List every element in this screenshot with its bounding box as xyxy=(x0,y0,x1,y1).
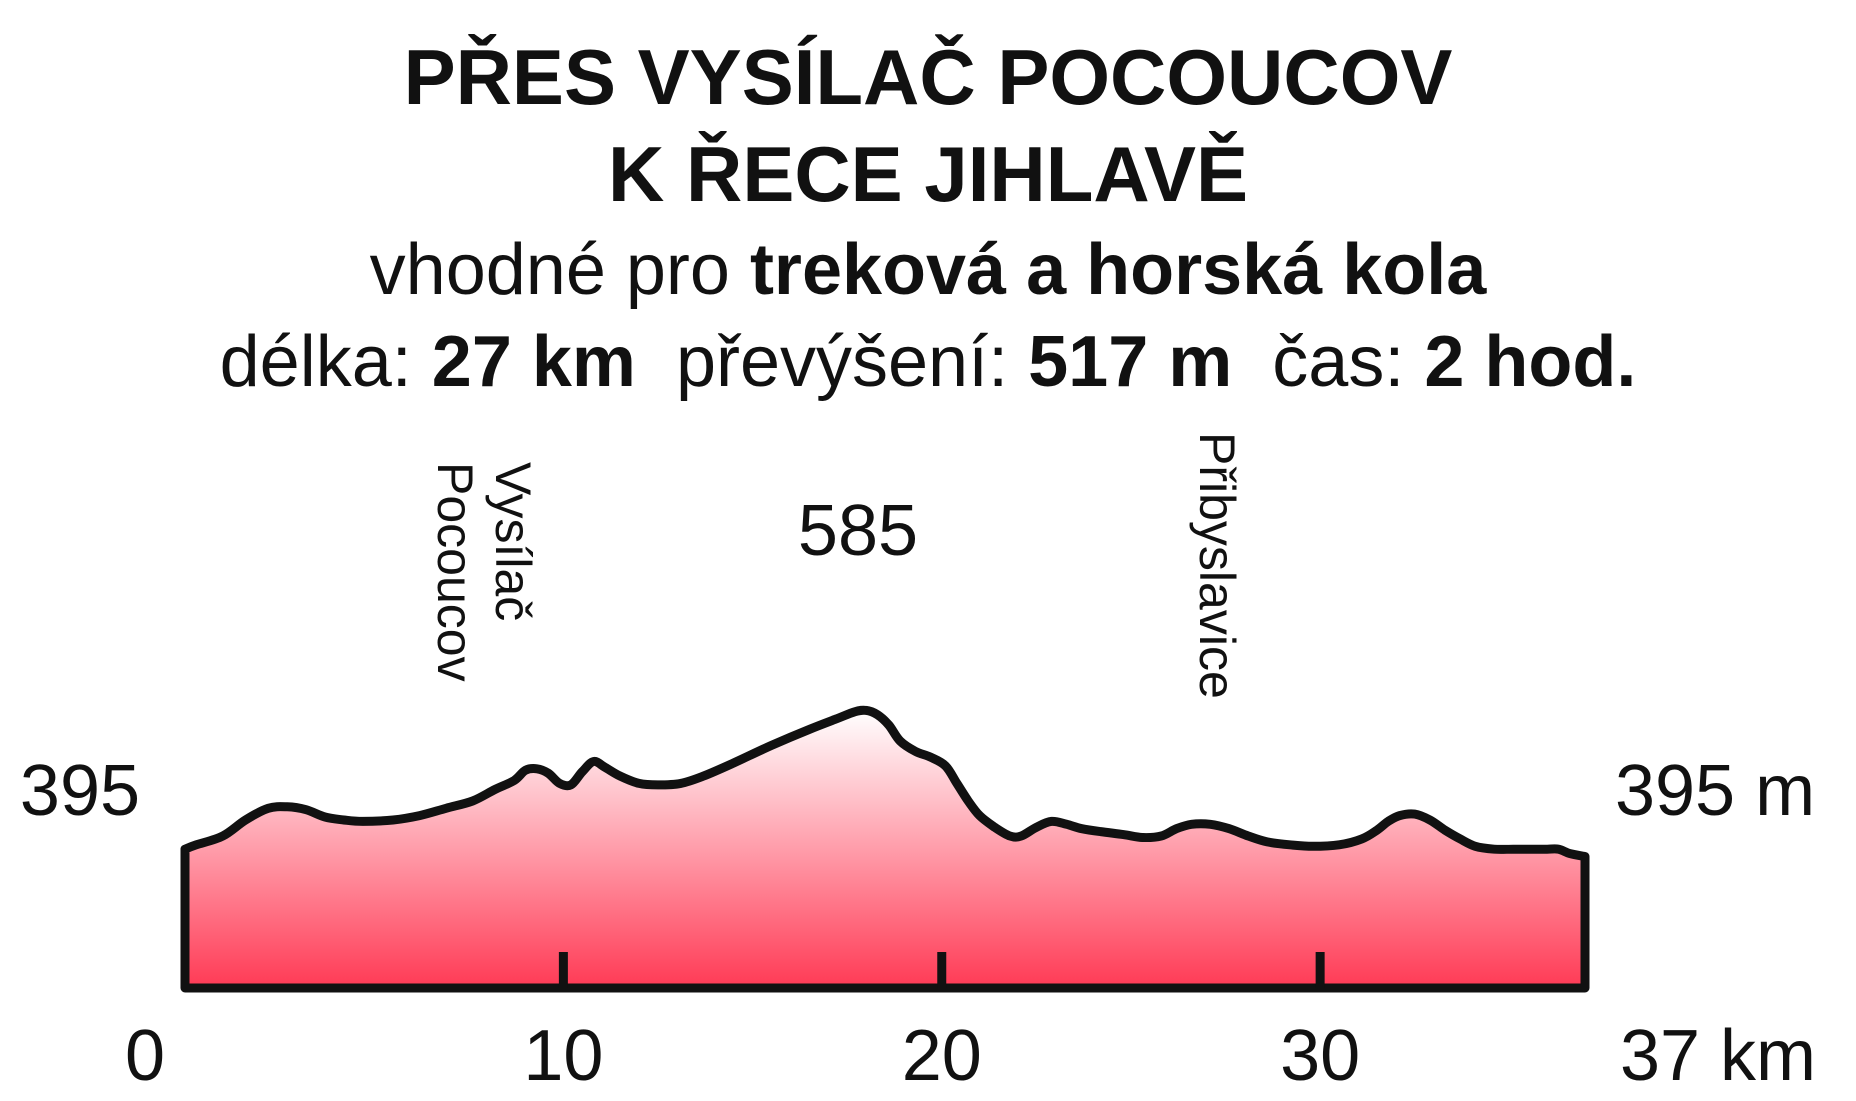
place-label-line: Přibyslavice xyxy=(1189,432,1245,699)
x-tick-label: 37 km xyxy=(1620,1016,1816,1096)
peak-elevation-label: 585 xyxy=(798,491,918,571)
x-tick-label: 30 xyxy=(1280,1016,1360,1096)
climb-label: převýšení: xyxy=(675,322,1029,402)
time-label: čas: xyxy=(1272,322,1425,402)
suitability-prefix: vhodné pro xyxy=(369,230,750,310)
length-value: 27 km xyxy=(431,322,636,402)
start-elevation-label: 395 xyxy=(20,751,140,831)
length-label: délka: xyxy=(219,322,432,402)
suitability-value: treková a horská kola xyxy=(749,230,1487,310)
x-tick-marks xyxy=(558,952,1325,988)
stats-line: délka: 27 km převýšení: 517 m čas: 2 hod… xyxy=(0,326,1856,398)
x-tick-labels: 0 10 20 30 37 km xyxy=(125,1016,1816,1096)
title-line-1: PŘES VYSÍLAČ POCOUCOV xyxy=(403,33,1453,121)
elevation-area xyxy=(180,705,1590,993)
x-tick-label: 10 xyxy=(523,1016,603,1096)
time-value: 2 hod. xyxy=(1424,322,1637,402)
end-elevation-label: 395 m xyxy=(1615,751,1815,831)
x-tick-label: 0 xyxy=(125,1016,165,1096)
place-label: Přibyslavice xyxy=(1189,432,1245,699)
suitability-line: vhodné pro treková a horská kola xyxy=(0,234,1856,306)
place-label-line: Vysílač xyxy=(485,462,541,621)
title-line-2: K ŘECE JIHLAVĚ xyxy=(608,130,1248,218)
place-label-line: Pocoucov xyxy=(427,462,483,682)
x-tick-label: 20 xyxy=(902,1016,982,1096)
climb-value: 517 m xyxy=(1028,322,1233,402)
